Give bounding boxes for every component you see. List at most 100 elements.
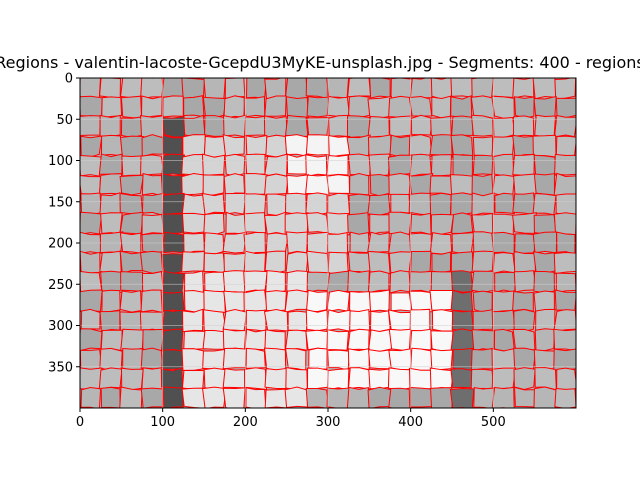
segment-cell — [140, 387, 164, 408]
segment-cell — [533, 173, 555, 196]
segment-cell — [346, 134, 371, 157]
segment-cell — [470, 368, 495, 391]
segment-cell — [203, 135, 227, 158]
segment-cell — [450, 289, 474, 313]
y-tick-label: 50 — [56, 113, 73, 128]
segment-cell — [286, 270, 309, 293]
segment-cell — [305, 134, 330, 156]
segment-cell — [100, 386, 121, 408]
segment-cell — [287, 310, 310, 332]
segment-cell — [388, 95, 413, 118]
segment-cell — [326, 95, 351, 117]
segment-cell — [119, 386, 143, 408]
segment-cell — [99, 192, 122, 216]
segment-cell — [553, 348, 576, 372]
segment-cell — [224, 153, 246, 177]
segment-cell — [120, 328, 145, 351]
segment-cell — [162, 386, 184, 408]
segment-cell — [470, 114, 494, 137]
segment-cell — [494, 271, 516, 294]
x-tick-label: 0 — [76, 415, 84, 430]
segment-cell — [305, 192, 328, 216]
segment-cell — [263, 211, 289, 236]
segment-cell — [161, 153, 185, 176]
segment-cell — [201, 153, 226, 177]
segment-cell — [368, 328, 393, 352]
y-tick-label: 150 — [48, 195, 73, 210]
segment-cell — [327, 349, 351, 371]
segment-cell — [119, 192, 144, 215]
segment-cell — [368, 349, 393, 370]
segment-cell — [306, 250, 330, 274]
segment-cell — [222, 387, 246, 408]
segment-cell — [284, 289, 309, 313]
segment-cell — [512, 192, 537, 216]
segment-cell — [347, 95, 371, 119]
segment-cell — [306, 212, 330, 234]
segment-cell — [452, 153, 473, 178]
segment-cell — [430, 387, 453, 408]
segment-cell — [203, 78, 226, 100]
segment-cell — [202, 96, 227, 119]
segment-cell — [450, 328, 475, 351]
segment-cell — [80, 386, 102, 408]
segment-cell — [181, 78, 206, 100]
segment-cell — [555, 97, 576, 119]
segment-cell — [556, 367, 576, 391]
segment-cell — [349, 308, 371, 332]
segment-cell — [246, 78, 267, 100]
segment-cell — [204, 115, 227, 137]
segment-cell — [450, 368, 473, 389]
segment-cell — [450, 78, 475, 99]
segment-cell — [326, 212, 351, 236]
segment-cell — [388, 387, 411, 408]
segment-cell — [140, 78, 165, 100]
segment-cell — [181, 193, 206, 216]
segment-cell — [430, 330, 454, 352]
segment-cell — [305, 174, 330, 196]
segment-cell — [408, 290, 433, 313]
x-tick-label: 300 — [316, 415, 341, 430]
segment-cell — [429, 175, 453, 196]
segment-cell — [368, 289, 390, 312]
segment-cell — [532, 78, 557, 100]
segment-cell — [80, 250, 101, 274]
segment-cell — [514, 233, 536, 255]
segment-cell — [264, 95, 287, 117]
segment-cell — [99, 78, 121, 99]
segment-cell — [554, 289, 576, 313]
segment-cell — [80, 135, 103, 158]
y-tick-label: 0 — [65, 72, 73, 87]
segment-cell — [244, 193, 267, 216]
segment-cell — [348, 193, 371, 216]
segment-cell — [389, 270, 412, 294]
segment-cell — [201, 192, 226, 216]
segment-cell — [99, 250, 122, 274]
segment-cell — [553, 212, 576, 236]
segment-cell — [409, 386, 433, 408]
segment-cell — [245, 347, 266, 369]
segment-cell — [471, 329, 495, 352]
segment-cell — [450, 134, 474, 157]
segment-cell — [183, 232, 205, 255]
segment-cell — [369, 174, 392, 197]
segment-cell — [285, 192, 307, 216]
segment-cell — [265, 270, 286, 294]
segment-cell — [80, 367, 103, 390]
segment-cell — [203, 212, 225, 236]
segment-cell — [100, 329, 123, 352]
segment-cell — [514, 96, 535, 119]
segment-cell — [286, 153, 310, 175]
segment-cell — [492, 252, 516, 274]
x-tick-label: 400 — [398, 415, 423, 430]
segment-cell — [285, 231, 309, 254]
segment-cell — [491, 367, 517, 390]
segment-cell — [263, 153, 288, 177]
segment-cell — [450, 270, 474, 293]
segment-cell — [471, 250, 495, 274]
segment-cell — [99, 231, 124, 254]
segment-cell — [141, 192, 165, 216]
segment-cell — [243, 367, 268, 391]
segment-cell — [533, 95, 557, 119]
